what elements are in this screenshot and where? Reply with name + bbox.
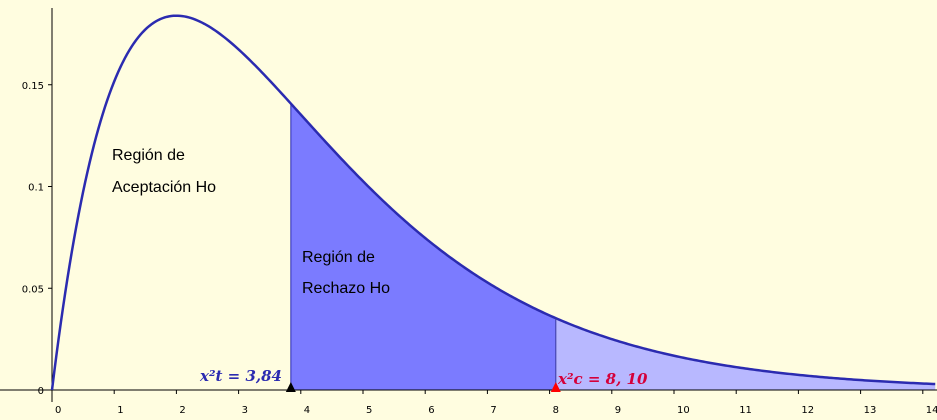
axes — [0, 8, 937, 402]
x-tick-label: 6 — [428, 405, 434, 416]
x-tick-label: 14 — [926, 405, 937, 416]
marker-tabulated — [285, 382, 296, 392]
tail-region-fill — [555, 318, 936, 390]
x-tick-label: 8 — [553, 405, 559, 416]
shaded-regions — [290, 103, 936, 390]
x-tick-label: 5 — [366, 405, 372, 416]
rejection-region-fill — [290, 103, 556, 390]
rejection-label-line2: Rechazo Ho — [302, 280, 390, 297]
x-tick-label: 2 — [179, 405, 185, 416]
marker-calculated — [550, 382, 561, 392]
x-tick-label: 13 — [864, 405, 877, 416]
y-tick-label: 0.15 — [22, 81, 44, 92]
density-curve — [50, 14, 936, 391]
critical-label-tabulated: x²t = 3,84 — [199, 367, 282, 385]
y-tick-label: 0.1 — [28, 183, 44, 194]
rejection-label-line1: Región de — [302, 249, 375, 266]
x-tick-label: 7 — [490, 405, 496, 416]
x-tick-label: 12 — [801, 405, 814, 416]
x-tick-label: 9 — [615, 405, 621, 416]
y-tick-label: 0 — [38, 386, 44, 397]
x-tick-label: 4 — [304, 405, 310, 416]
critical-label-calculated: x²c = 8, 10 — [557, 370, 648, 388]
y-tick-label: 0.05 — [22, 284, 44, 295]
x-tick-label: 1 — [117, 405, 123, 416]
x-tick-label: 10 — [677, 405, 690, 416]
x-tick-label: 0 — [55, 405, 61, 416]
x-tick-label: 11 — [739, 405, 752, 416]
acceptance-label-line2: Aceptación Ho — [112, 179, 216, 196]
acceptance-label-line1: Región de — [112, 147, 185, 164]
x-tick-label: 3 — [242, 405, 248, 416]
